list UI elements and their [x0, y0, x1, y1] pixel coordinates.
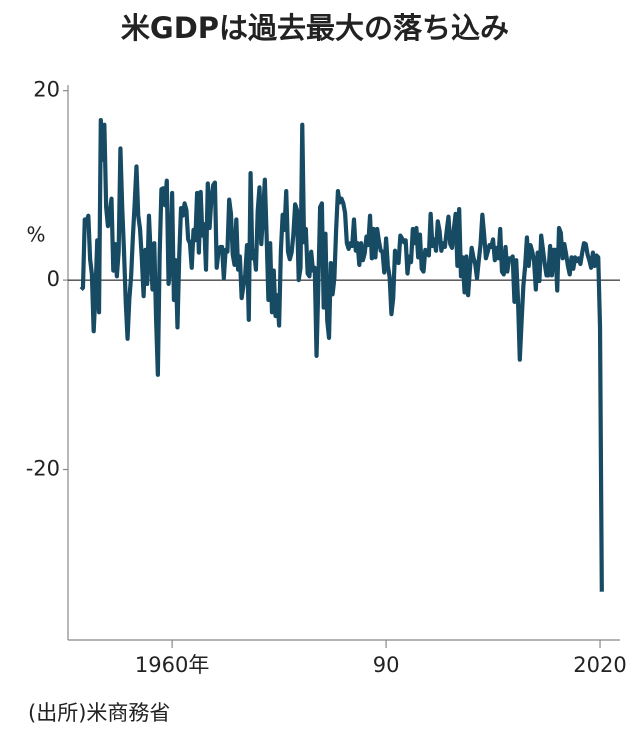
y-tick-label: -20 [26, 457, 60, 481]
series-line [79, 117, 604, 592]
y-tick-label: 20 [33, 78, 60, 102]
x-tick-label: 1960年 [135, 653, 209, 677]
source-note: (出所)米商務省 [28, 701, 170, 725]
y-unit-label: % [26, 223, 45, 247]
x-tick-label: 90 [373, 653, 400, 677]
y-tick-label: 0 [47, 267, 60, 291]
chart-title: 米GDPは過去最大の落ち込み [121, 11, 509, 45]
x-tick-label: 2020 [573, 653, 626, 677]
